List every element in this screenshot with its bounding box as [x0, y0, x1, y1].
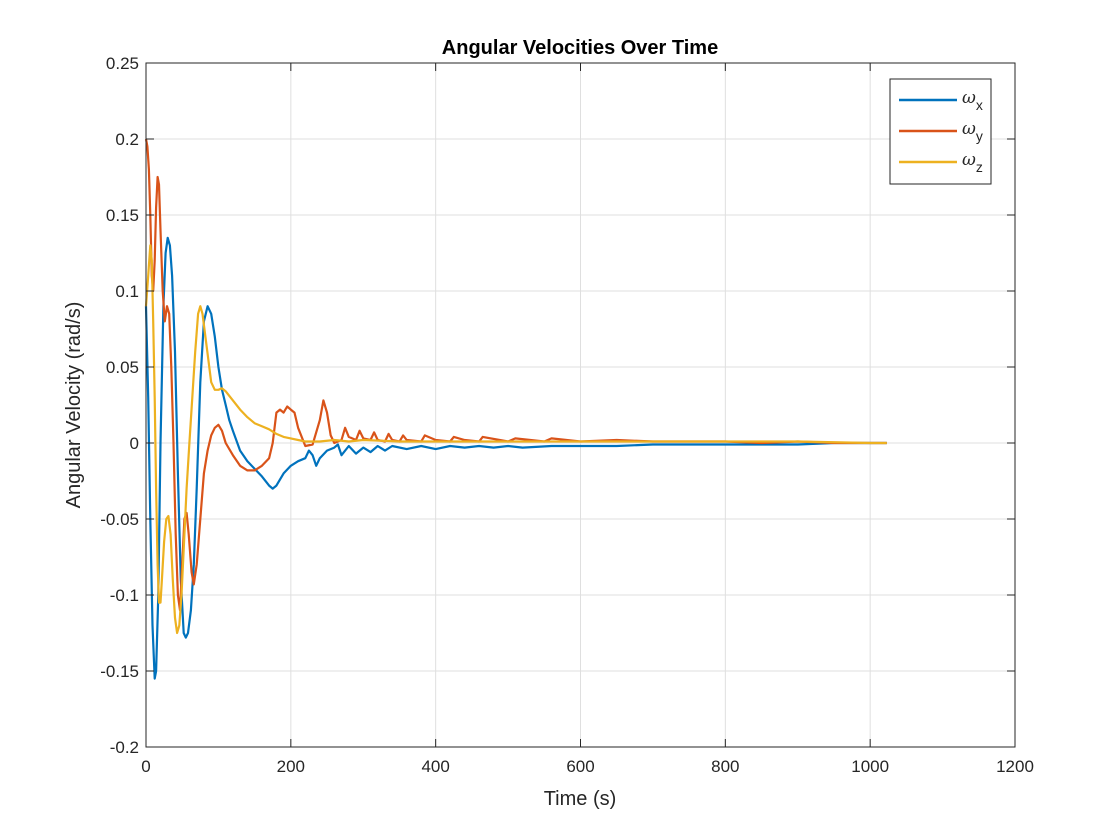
- y-tick-label: 0.1: [115, 282, 139, 301]
- legend-subscript: x: [976, 97, 983, 113]
- x-tick-label: 1200: [996, 757, 1034, 776]
- series-layer: [144, 138, 887, 680]
- axis-ticks: [145, 62, 1016, 748]
- y-tick-label: 0.2: [115, 130, 139, 149]
- legend-subscript: z: [976, 159, 983, 175]
- y-tick-label: 0: [130, 434, 139, 453]
- x-tick-label: 400: [421, 757, 449, 776]
- y-axis-label: Angular Velocity (rad/s): [63, 302, 85, 509]
- x-tick-label: 0: [141, 757, 150, 776]
- tick-labels: 0 200 400 600 800 1000 1200 -0.2 -0.15 -0.1 -0.05 0…: [100, 54, 1034, 776]
- x-tick-label: 200: [277, 757, 305, 776]
- x-axis-label: Time (s): [544, 788, 617, 810]
- y-tick-label: 0.25: [106, 54, 139, 73]
- y-tick-label: -0.05: [100, 510, 139, 529]
- series-line-x: [144, 236, 887, 680]
- legend-subscript: y: [976, 128, 983, 144]
- y-tick-label: 0.05: [106, 358, 139, 377]
- y-tick-label: -0.15: [100, 662, 139, 681]
- y-tick-label: -0.1: [110, 586, 139, 605]
- y-tick-label: -0.2: [110, 738, 139, 757]
- chart-title: Angular Velocities Over Time: [442, 37, 718, 59]
- x-tick-label: 1000: [851, 757, 889, 776]
- series-line-z: [144, 244, 887, 635]
- x-tick-label: 800: [711, 757, 739, 776]
- x-tick-label: 600: [566, 757, 594, 776]
- y-tick-label: 0.15: [106, 206, 139, 225]
